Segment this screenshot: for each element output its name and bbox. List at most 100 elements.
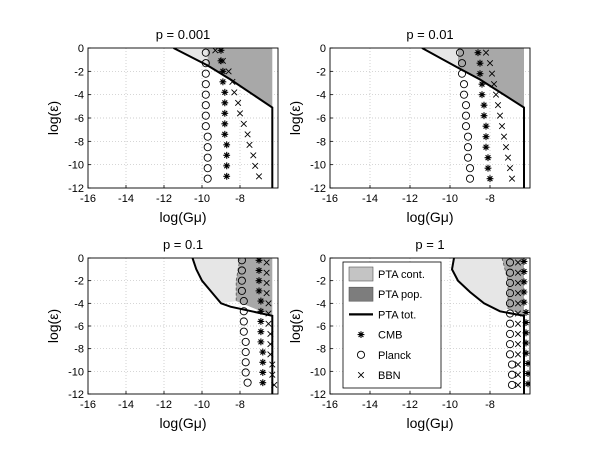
cmb-point	[482, 143, 490, 151]
y-axis-label: log(ε)	[287, 101, 303, 135]
planck-point	[463, 132, 473, 141]
series-bbn	[212, 48, 263, 180]
y-tick-label: -4	[316, 298, 326, 310]
cmb-point	[484, 154, 492, 162]
series-cmb	[520, 258, 530, 388]
planck-point	[241, 337, 250, 346]
planck-point	[505, 299, 515, 308]
planck-point	[201, 59, 210, 68]
y-tick-label: -8	[74, 136, 84, 148]
planck-point	[457, 59, 467, 68]
legend-box	[342, 261, 442, 389]
bbn-point	[508, 175, 516, 182]
bbn-point	[219, 57, 227, 64]
y-tick-label: 0	[320, 253, 326, 265]
chart-panel-3: -16 -14 -12 -10 -8 0 -2 -4 -6 -8 -10 -12 p = 0.1 log(…	[45, 237, 279, 431]
bbn-point	[269, 371, 276, 378]
bbn-point	[514, 351, 522, 358]
x-tick-label: -14	[118, 193, 134, 205]
planck-point	[507, 380, 517, 389]
cmb-point	[522, 349, 530, 357]
cmb-point	[257, 307, 265, 315]
pta-pop-region	[207, 48, 273, 108]
series-bbn	[482, 49, 516, 182]
planck-point	[465, 174, 475, 183]
y-axis-label: log(ε)	[45, 309, 61, 343]
cmb-point	[259, 358, 267, 366]
cmb-point	[522, 329, 530, 337]
y-tick-label: 0	[78, 43, 84, 55]
legend-label: Planck	[378, 350, 412, 362]
legend: PTA cont. PTA pop. PTA tot. CMB Planck BBN	[342, 261, 442, 389]
pta-pop-boundary	[235, 258, 241, 302]
bbn-point	[490, 81, 498, 88]
bbn-point	[500, 133, 508, 140]
planck-point	[239, 317, 248, 326]
y-tick-label: -12	[310, 183, 326, 195]
cmb-point	[520, 288, 528, 296]
planck-point	[203, 164, 212, 173]
bbn-point	[271, 381, 278, 389]
legend-label: PTA cont.	[378, 269, 425, 281]
pta-tot-line	[191, 258, 274, 394]
bbn-point	[250, 152, 257, 159]
chart-title: p = 0.1	[163, 237, 203, 252]
planck-point	[237, 286, 246, 295]
legend-marker	[357, 371, 365, 379]
cmb-point	[482, 133, 490, 141]
planck-point	[505, 309, 515, 318]
planck-point	[505, 340, 515, 349]
cmb-point	[223, 162, 231, 170]
x-tick-label: -8	[235, 193, 245, 205]
planck-point	[201, 111, 210, 120]
y-tick-label: -6	[74, 321, 84, 333]
planck-point	[203, 153, 212, 162]
series-planck	[505, 258, 517, 389]
x-tick-label: -10	[442, 399, 458, 411]
bbn-point	[255, 173, 263, 180]
cmb-point	[257, 318, 265, 325]
x-tick-label: -8	[485, 399, 495, 411]
cmb-point	[257, 338, 265, 346]
bbn-point	[263, 290, 270, 297]
cmb-point	[478, 91, 486, 99]
pta-pop-region	[458, 48, 524, 108]
plot-content	[191, 258, 278, 394]
bbn-point	[514, 381, 522, 389]
bbn-point	[229, 78, 236, 85]
bbn-point	[265, 310, 272, 317]
bbn-point	[494, 102, 502, 109]
planck-point	[461, 101, 471, 110]
planck-point	[463, 143, 473, 152]
cmb-point	[478, 80, 486, 88]
planck-point	[237, 258, 246, 265]
cmb-point	[223, 141, 231, 149]
cmb-point	[255, 287, 263, 295]
cmb-point	[221, 109, 229, 117]
planck-point	[239, 327, 248, 336]
cmb-point	[520, 268, 528, 275]
series-cmb	[255, 258, 267, 387]
chart-panel-2: -16 -14 -12 -10 -8 0 -2 -4 -6 -8 -10 -12 p = 0.01 log…	[287, 27, 531, 225]
planck-point	[505, 278, 515, 287]
planck-point	[203, 174, 212, 183]
planck-point	[505, 268, 515, 277]
y-tick-label: -12	[68, 389, 84, 401]
pta-pop-boundary	[501, 258, 509, 309]
legend-marker	[357, 331, 365, 338]
y-axis-label: log(ε)	[45, 101, 61, 135]
bbn-point	[498, 123, 506, 130]
pta-cont-region	[452, 258, 508, 312]
plot-content	[173, 48, 274, 188]
y-tick-label: -10	[68, 366, 84, 378]
planck-point	[505, 289, 515, 298]
planck-point	[461, 122, 471, 131]
bbn-point	[502, 144, 510, 151]
cmb-point	[217, 57, 225, 65]
y-tick-label: -10	[310, 366, 326, 378]
y-tick-label: -4	[74, 90, 84, 102]
legend-label: PTA tot.	[378, 309, 416, 321]
chart-title: p = 0.001	[156, 27, 211, 42]
cmb-point	[257, 328, 265, 336]
chart-panel-1: -16 -14 -12 -10 -8 0 -2 -4 -6 -8 -10 -12 p = 0.001 lo…	[45, 27, 279, 225]
